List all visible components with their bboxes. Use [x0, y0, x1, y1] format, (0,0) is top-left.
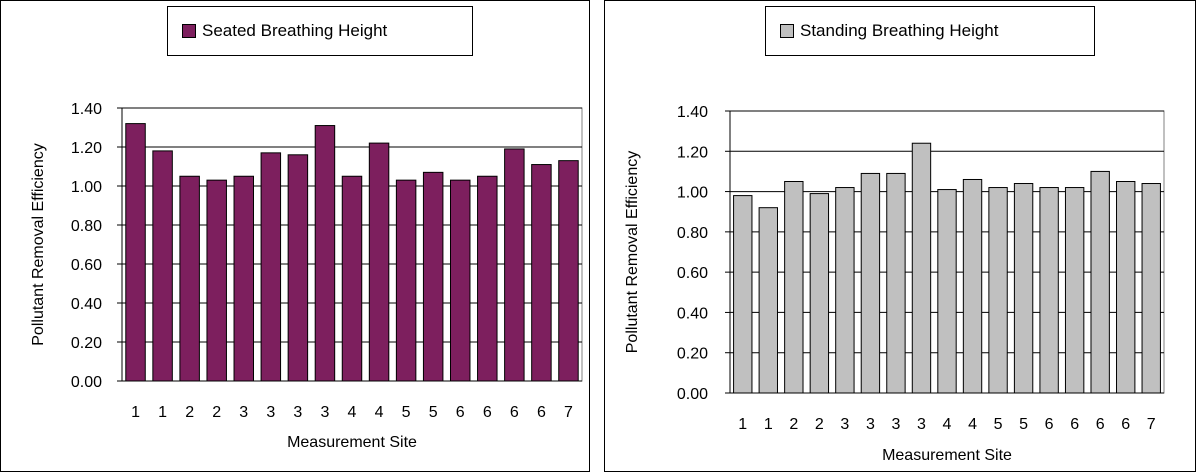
x-tick-label: 6: [483, 404, 492, 421]
bar: [125, 123, 146, 382]
x-tick-label: 1: [158, 404, 167, 421]
x-tick-label: 5: [1019, 416, 1028, 433]
x-tick-label: 1: [764, 416, 773, 433]
x-tick-label: 3: [266, 404, 275, 421]
x-tick-label: 5: [994, 416, 1003, 433]
x-tick-label: 5: [402, 404, 411, 421]
y-tick-label: 0.00: [71, 374, 102, 391]
legend-swatch: [780, 24, 794, 38]
x-tick-label: 2: [789, 416, 798, 433]
x-tick-label: 6: [456, 404, 465, 421]
bar: [1039, 187, 1059, 394]
bar: [206, 179, 227, 382]
bar: [1090, 170, 1110, 394]
bar: [809, 193, 830, 394]
y-tick-label: 0.00: [677, 386, 708, 403]
chart-panel-seated: 0.00 0.20 0.40 0.60 0.80 1.00 1.20 1.40 1 1 2 2 3 3 3 3…: [0, 0, 590, 472]
x-axis-title: Measurement Site: [882, 447, 1012, 464]
x-tick-label: 3: [891, 416, 900, 433]
legend: Standing Breathing Height: [765, 6, 1095, 56]
bar: [733, 195, 753, 394]
y-axis-title: Pollutant Removal Efficiency: [624, 151, 641, 353]
bar: [1141, 183, 1161, 394]
x-tick-label: 4: [968, 416, 977, 433]
x-tick-label: 7: [564, 404, 573, 421]
bar-chart-standing: 0.000.200.400.600.801.001.201.401 1 2 2 3 3 3 3…: [624, 104, 1165, 464]
bar: [1116, 181, 1136, 394]
x-tick-label: 3: [293, 404, 302, 421]
bar: [911, 142, 932, 394]
bar: [287, 154, 309, 382]
x-tick-label: 4: [943, 416, 952, 433]
y-tick-label: 1.40: [71, 101, 102, 118]
y-tick-label: 0.40: [71, 296, 102, 313]
legend-swatch: [182, 24, 196, 38]
bar: [758, 207, 778, 394]
x-tick-label: 6: [1070, 416, 1079, 433]
bar: [422, 171, 444, 382]
bar: [314, 125, 336, 382]
bar: [368, 142, 390, 382]
x-tick-label: 1: [738, 416, 747, 433]
bar: [477, 175, 498, 382]
y-tick-label: 0.20: [71, 335, 102, 352]
x-tick-label: 4: [375, 404, 384, 421]
x-tick-label: 2: [815, 416, 824, 433]
y-tick-label: 1.40: [677, 104, 708, 121]
y-tick-label: 0.40: [677, 305, 708, 322]
bar: [233, 175, 255, 382]
bar: [835, 187, 855, 394]
bar: [504, 148, 525, 382]
y-tick-label: 0.80: [71, 218, 102, 235]
x-tick-label: 6: [510, 404, 519, 421]
y-tick-label: 1.00: [71, 179, 102, 196]
legend-label: Standing Breathing Height: [800, 21, 999, 40]
y-tick-label: 0.60: [677, 265, 708, 282]
y-tick-label: 0.60: [71, 257, 102, 274]
bar: [179, 175, 200, 382]
x-tick-label: 4: [348, 404, 357, 421]
bar: [152, 150, 173, 382]
x-tick-label: 6: [1121, 416, 1130, 433]
bar: [449, 179, 471, 382]
bar: [988, 187, 1008, 394]
x-tick-label: 3: [866, 416, 875, 433]
x-axis-title: Measurement Site: [287, 434, 417, 451]
bar: [558, 160, 579, 382]
bar: [1064, 187, 1085, 394]
x-tick-label: 3: [917, 416, 926, 433]
bar-chart-seated: 0.00 0.20 0.40 0.60 0.80 1.00 1.20 1.40 1 1 2 2 3 3 3 3…: [30, 101, 583, 451]
bar: [886, 172, 906, 394]
bar: [341, 175, 363, 382]
x-tick-label: 3: [320, 404, 329, 421]
x-tick-label: 6: [537, 404, 546, 421]
x-tick-label: 2: [185, 404, 194, 421]
bar: [395, 179, 417, 382]
x-tick-label: 7: [1147, 416, 1156, 433]
chart-panel-standing: 0.00 0.20 0.40 0.60 0.80 1.00 1.20 1.40 1 1 2 2 3 3 3 3…: [604, 0, 1196, 472]
bar: [260, 152, 282, 382]
legend-label: Seated Breathing Height: [202, 21, 388, 40]
x-tick-label: 5: [429, 404, 438, 421]
y-tick-label: 1.20: [71, 140, 102, 157]
bar: [860, 172, 881, 394]
bar: [784, 181, 804, 394]
y-tick-label: 0.80: [677, 225, 708, 242]
x-tick-label: 6: [1096, 416, 1105, 433]
y-axis-title: Pollutant Removal Efficiency: [30, 143, 47, 345]
y-tick-label: 1.20: [677, 144, 708, 161]
bar: [1013, 183, 1034, 394]
x-tick-label: 1: [131, 404, 140, 421]
x-tick-label: 3: [840, 416, 849, 433]
bar: [937, 189, 957, 394]
legend: Seated Breathing Height: [167, 6, 473, 56]
bar: [962, 178, 983, 394]
y-tick-label: 1.00: [677, 185, 708, 202]
x-tick-label: 3: [239, 404, 248, 421]
bar: [531, 164, 552, 382]
x-tick-label: 2: [212, 404, 221, 421]
y-tick-label: 0.20: [677, 346, 708, 363]
x-tick-label: 6: [1045, 416, 1054, 433]
